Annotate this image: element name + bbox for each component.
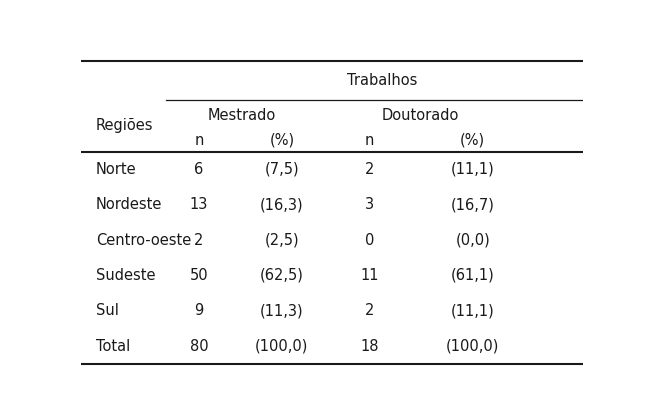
Text: 2: 2 [365,303,375,319]
Text: Mestrado: Mestrado [207,108,276,123]
Text: Centro-oeste: Centro-oeste [96,232,191,247]
Text: (100,0): (100,0) [446,339,500,354]
Text: 18: 18 [360,339,379,354]
Text: (2,5): (2,5) [264,232,299,247]
Text: Doutorado: Doutorado [381,108,459,123]
Text: Trabalhos: Trabalhos [347,73,417,88]
Text: (16,3): (16,3) [260,197,304,212]
Text: 2: 2 [365,162,375,177]
Text: n: n [365,133,375,148]
Text: n: n [194,133,203,148]
Text: 3: 3 [365,197,375,212]
Text: 6: 6 [194,162,203,177]
Text: (7,5): (7,5) [264,162,299,177]
Text: (16,7): (16,7) [451,197,494,212]
Text: Nordeste: Nordeste [96,197,163,212]
Text: 13: 13 [190,197,208,212]
Text: (61,1): (61,1) [451,268,494,283]
Text: Total: Total [96,339,130,354]
Text: 80: 80 [190,339,208,354]
Text: 0: 0 [365,232,375,247]
Text: (62,5): (62,5) [260,268,304,283]
Text: (11,1): (11,1) [451,303,494,319]
Text: (0,0): (0,0) [456,232,490,247]
Text: (%): (%) [460,133,485,148]
Text: 11: 11 [360,268,379,283]
Text: (100,0): (100,0) [255,339,308,354]
Text: (%): (%) [270,133,294,148]
Text: 2: 2 [194,232,203,247]
Text: Sudeste: Sudeste [96,268,156,283]
Text: (11,3): (11,3) [260,303,304,319]
Text: 9: 9 [194,303,203,319]
Text: 50: 50 [190,268,208,283]
Text: Norte: Norte [96,162,137,177]
Text: (11,1): (11,1) [451,162,494,177]
Text: Regiões: Regiões [96,118,154,133]
Text: Sul: Sul [96,303,119,319]
